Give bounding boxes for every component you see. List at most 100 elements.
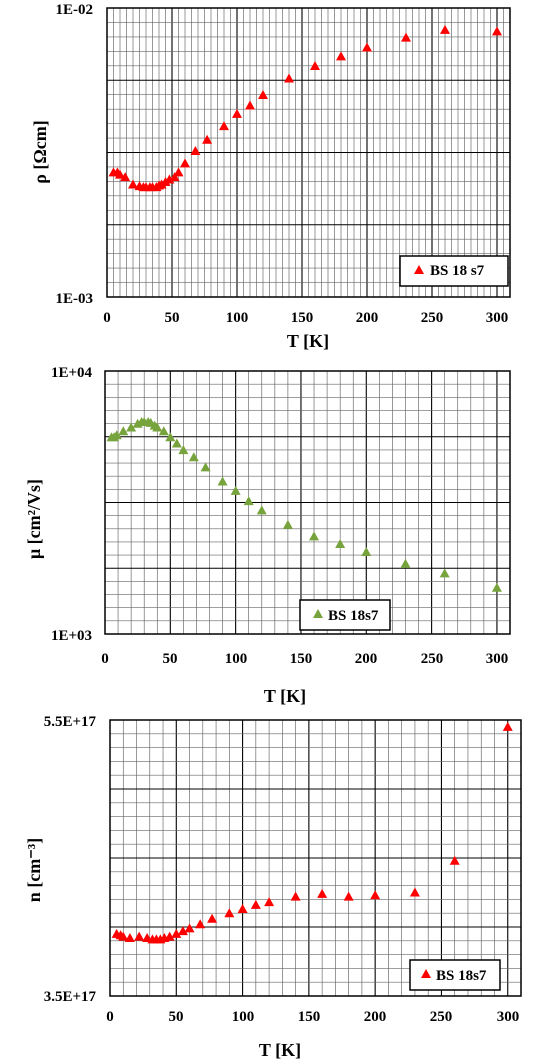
data-point bbox=[180, 158, 190, 168]
legend-box bbox=[399, 255, 509, 287]
x-tick-label: 100 bbox=[225, 651, 248, 667]
data-point bbox=[449, 855, 460, 865]
data-point bbox=[219, 121, 229, 131]
data-point bbox=[343, 891, 354, 901]
data-point bbox=[401, 32, 411, 42]
data-point bbox=[120, 172, 131, 182]
data-point bbox=[400, 558, 411, 568]
x-tick-label: 50 bbox=[163, 651, 178, 667]
data-point bbox=[245, 100, 255, 110]
x-tick-label: 50 bbox=[169, 1009, 184, 1025]
data-point bbox=[178, 445, 189, 455]
x-tick-label: 300 bbox=[497, 1009, 520, 1025]
x-tick-label: 250 bbox=[421, 651, 444, 667]
data-point bbox=[250, 899, 261, 909]
data-point bbox=[207, 913, 218, 923]
x-axis-title: T [K] bbox=[264, 686, 306, 706]
x-tick-label: 0 bbox=[101, 651, 109, 667]
y-tick-label: 1E+03 bbox=[51, 628, 92, 644]
data-point bbox=[169, 172, 180, 182]
x-tick-label: 0 bbox=[106, 1009, 114, 1025]
data-point bbox=[230, 485, 241, 495]
y-tick-label: 1E-02 bbox=[56, 2, 94, 18]
data-point bbox=[158, 426, 169, 436]
data-point bbox=[232, 108, 242, 118]
y-tick-label: 5.5E+17 bbox=[44, 714, 97, 730]
data-point bbox=[361, 547, 372, 557]
x-axis-title: T [K] bbox=[287, 331, 329, 351]
data-point bbox=[502, 721, 513, 731]
x-tick-label: 150 bbox=[291, 310, 314, 326]
data-point bbox=[200, 462, 211, 472]
resistivity-points bbox=[108, 24, 502, 192]
data-point bbox=[256, 505, 267, 515]
data-point bbox=[491, 582, 502, 592]
resistivity-plot-frame bbox=[106, 7, 511, 298]
mobility-plot-frame bbox=[104, 370, 511, 635]
data-point bbox=[440, 24, 450, 34]
data-point bbox=[362, 42, 372, 52]
x-tick-label: 250 bbox=[421, 310, 444, 326]
mobility-chart: 0 50 100 150 200 250 300 1E+03 1E+04 T [… bbox=[24, 365, 511, 706]
data-point bbox=[224, 908, 235, 918]
data-point bbox=[439, 568, 450, 578]
data-point bbox=[492, 26, 502, 36]
data-point bbox=[128, 179, 138, 189]
x-tick-label: 100 bbox=[232, 1009, 255, 1025]
data-point bbox=[195, 919, 206, 929]
legend-label: BS 18s7 bbox=[436, 968, 487, 984]
x-axis-title: T [K] bbox=[259, 1040, 301, 1060]
data-point bbox=[134, 931, 145, 941]
data-point bbox=[264, 897, 275, 907]
x-tick-label: 300 bbox=[486, 310, 509, 326]
data-point bbox=[370, 890, 381, 900]
legend-marker bbox=[421, 969, 431, 978]
x-tick-label: 200 bbox=[356, 310, 379, 326]
y-tick-label: 1E-03 bbox=[56, 291, 94, 307]
x-tick-label: 300 bbox=[486, 651, 509, 667]
y-tick-label: 3.5E+17 bbox=[44, 989, 97, 1005]
data-point bbox=[284, 73, 294, 83]
x-tick-label: 150 bbox=[298, 1009, 321, 1025]
concentration-points bbox=[111, 721, 513, 944]
legend-box bbox=[299, 599, 391, 631]
data-point bbox=[160, 176, 171, 186]
legend: BS 18s7 bbox=[299, 599, 391, 631]
resistivity-chart: 0 50 100 150 200 250 300 1E-03 1E-02 T [… bbox=[30, 2, 511, 351]
data-point bbox=[118, 931, 129, 941]
x-tick-label: 0 bbox=[103, 310, 111, 326]
data-point bbox=[152, 422, 163, 432]
x-tick-label: 50 bbox=[165, 310, 180, 326]
y-axis-title: ρ [Ωcm] bbox=[30, 120, 50, 184]
mobility-x-ticks: 0 50 100 150 200 250 300 bbox=[101, 651, 508, 667]
legend-marker bbox=[313, 609, 323, 618]
data-point bbox=[290, 891, 301, 901]
data-point bbox=[171, 928, 182, 938]
data-point bbox=[171, 438, 182, 448]
data-point bbox=[164, 931, 175, 941]
concentration-plot-frame bbox=[109, 719, 522, 997]
data-point bbox=[124, 933, 135, 943]
y-axis-title: n [cm⁻³] bbox=[24, 838, 44, 902]
x-tick-label: 200 bbox=[364, 1009, 387, 1025]
data-point bbox=[243, 496, 254, 506]
data-point bbox=[336, 51, 346, 61]
data-point bbox=[335, 538, 346, 548]
data-point bbox=[202, 134, 213, 144]
data-point bbox=[237, 904, 248, 914]
y-axis-title: μ [cm²/Vs] bbox=[24, 479, 44, 559]
data-point bbox=[184, 923, 195, 933]
concentration-grid bbox=[110, 720, 521, 996]
mobility-grid bbox=[105, 371, 510, 634]
legend-label: BS 18 s7 bbox=[430, 263, 485, 279]
data-point bbox=[190, 146, 201, 156]
mobility-points bbox=[106, 416, 502, 592]
x-tick-label: 200 bbox=[355, 651, 378, 667]
data-point bbox=[126, 422, 137, 432]
legend: BS 18s7 bbox=[409, 959, 501, 991]
data-point bbox=[282, 519, 293, 529]
y-tick-label: 1E+04 bbox=[51, 365, 93, 381]
x-tick-label: 150 bbox=[290, 651, 313, 667]
data-point bbox=[309, 531, 320, 541]
